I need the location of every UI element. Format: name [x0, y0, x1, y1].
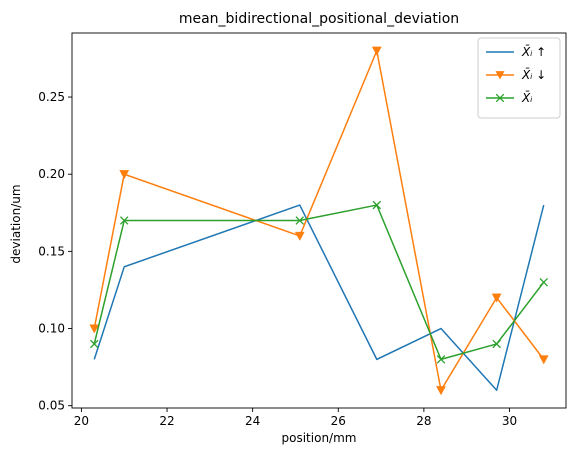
legend: X̄ᵢ ↑ X̄ᵢ ↓ X̄ᵢ [477, 37, 561, 119]
x-tick-label: 30 [502, 414, 517, 428]
y-tick-label: 0.05 [38, 399, 65, 413]
axes-frame [71, 32, 567, 409]
data-point [295, 216, 304, 225]
data-point [492, 339, 501, 349]
legend-label: X̄ᵢ ↑ [521, 45, 546, 59]
data-point [119, 216, 129, 225]
y-tick-label: 0.10 [38, 322, 65, 336]
legend-label: X̄ᵢ [521, 91, 532, 105]
x-axis-label: position/mm [282, 431, 357, 445]
legend-entry-2: X̄ᵢ ↓ [486, 68, 546, 82]
x-tick-label: 22 [159, 414, 174, 428]
series-2 [89, 46, 549, 396]
y-tick-label: 0.20 [38, 167, 65, 181]
y-tick-label: 0.15 [38, 244, 65, 258]
y-tick-label: 0.25 [38, 90, 65, 104]
data-point [436, 355, 446, 364]
plot-area [89, 46, 549, 396]
data-point [89, 324, 100, 334]
data-point [539, 277, 548, 287]
data-point [119, 170, 130, 180]
legend-marker [495, 71, 505, 80]
series-1 [93, 204, 545, 391]
legend-label: X̄ᵢ ↓ [521, 68, 546, 82]
series-line [93, 204, 545, 361]
x-tick-label: 26 [331, 414, 346, 428]
x-tick-label: 28 [416, 414, 431, 428]
y-axis-label: deviation/um [9, 184, 23, 263]
chart-title: mean_bidirectional_positional_deviation [179, 11, 459, 27]
data-point [491, 293, 502, 303]
x-tick-label: 24 [245, 414, 260, 428]
x-tick-label: 20 [74, 414, 89, 428]
series-line [93, 204, 545, 391]
data-point [294, 231, 305, 241]
legend-box [477, 37, 561, 119]
legend-entry-3: X̄ᵢ [486, 91, 532, 105]
series-3 [90, 200, 548, 364]
data-point [371, 46, 382, 56]
axes: 20 22 24 26 28 30 0.05 0.10 0.15 0.20 0.25 [38, 32, 567, 428]
data-point [538, 355, 549, 365]
data-point [90, 339, 99, 349]
legend-entry-1: X̄ᵢ ↑ [486, 45, 546, 59]
data-point [436, 386, 446, 396]
legend-marker [495, 93, 505, 103]
data-point [372, 200, 382, 210]
